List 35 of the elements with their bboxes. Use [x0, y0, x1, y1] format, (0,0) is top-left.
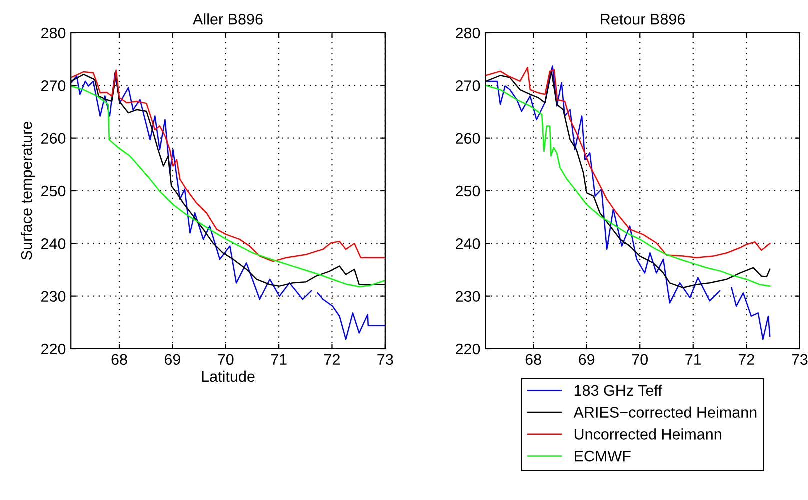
- x-tick-label: 73: [378, 354, 394, 366]
- y-tick-label: 280: [42, 28, 66, 39]
- chart-title: Aller B896: [193, 14, 263, 25]
- x-tick-label: 72: [738, 354, 754, 365]
- x-tick-label: 68: [112, 354, 128, 366]
- x-tick-label: 69: [579, 354, 595, 366]
- x-tick-label: 69: [164, 354, 180, 366]
- line-series: [486, 67, 771, 259]
- y-tick-label: 240: [456, 238, 480, 250]
- x-axis-title: Latitude: [202, 370, 255, 382]
- x-tick-label: 70: [632, 354, 648, 366]
- y-tick-label: 250: [42, 186, 66, 197]
- x-tick-label: 72: [324, 354, 340, 365]
- x-tick-label: 70: [218, 354, 234, 366]
- x-tick-label: 71: [271, 354, 287, 365]
- y-tick-label: 220: [42, 344, 66, 355]
- y-tick-label: 260: [456, 133, 480, 144]
- y-tick-label: 230: [456, 291, 480, 302]
- y-tick-label: 260: [42, 133, 66, 144]
- legend-label: 183 GHz Teff: [574, 384, 662, 396]
- x-tick-label: 73: [792, 354, 808, 366]
- y-axis-title: Surface temperature: [20, 122, 36, 260]
- legend-label: Uncorrected Heimann: [574, 428, 722, 440]
- y-tick-label: 270: [456, 80, 480, 92]
- legend-label: ARIES−corrected Heimann: [574, 406, 757, 418]
- x-tick-label: 71: [686, 354, 702, 365]
- x-tick-label: 68: [526, 354, 542, 366]
- y-tick-label: 250: [456, 186, 480, 197]
- y-tick-label: 220: [456, 344, 480, 355]
- y-tick-label: 240: [42, 238, 66, 250]
- y-tick-label: 270: [42, 80, 66, 92]
- y-tick-label: 230: [42, 291, 66, 302]
- chart-title: Retour B896: [601, 14, 685, 25]
- legend-label: ECMWF: [575, 450, 631, 462]
- y-tick-label: 280: [456, 28, 480, 39]
